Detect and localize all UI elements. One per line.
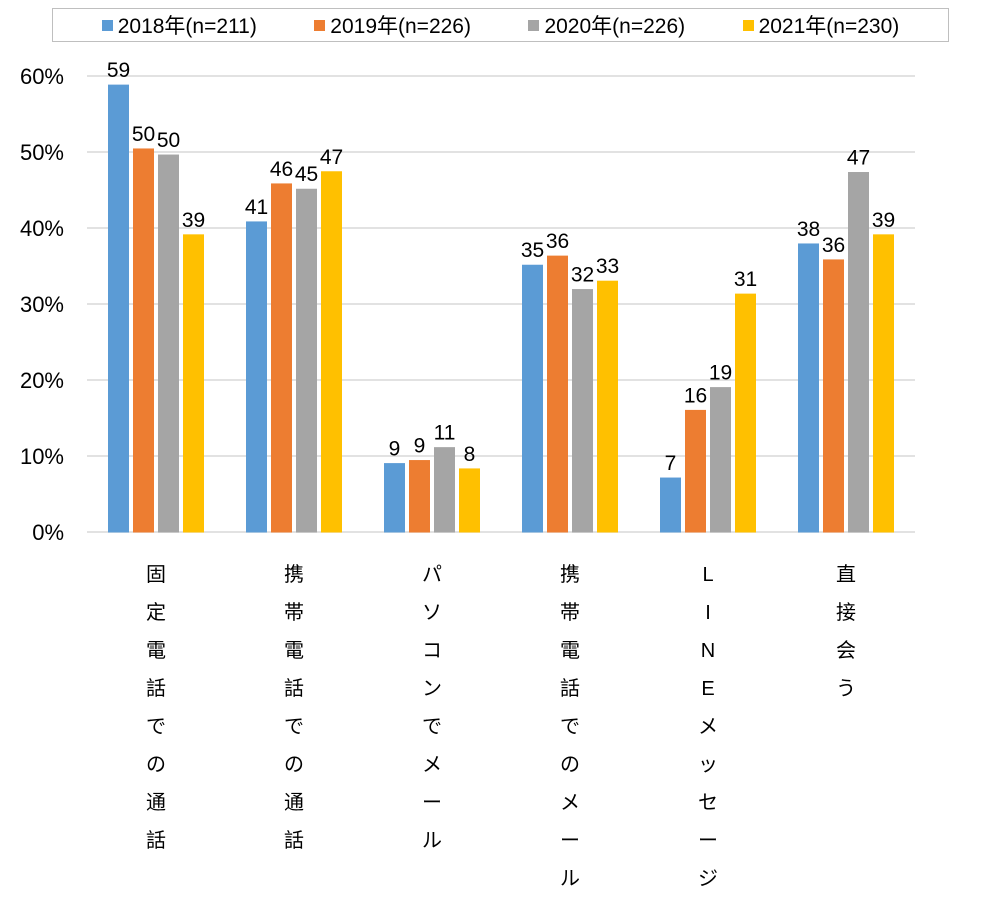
bar: [660, 477, 681, 533]
legend-swatch: [742, 19, 754, 31]
bar: [108, 84, 129, 533]
data-label: 9: [389, 438, 401, 461]
bar: [246, 221, 267, 533]
category-label: 携帯電話での通話: [284, 564, 304, 852]
bar: [522, 264, 543, 533]
data-label: 8: [464, 443, 476, 466]
data-label: 9: [414, 435, 426, 458]
legend-label: 2021年(n=230): [758, 15, 900, 38]
legend-item: 2021年(n=230): [742, 10, 900, 40]
data-label: 36: [822, 234, 845, 257]
bar: [133, 148, 154, 533]
category-label: 固定電話での通話: [146, 564, 166, 852]
data-label: 47: [320, 146, 343, 169]
data-label: 39: [182, 209, 205, 232]
y-tick-label: 10%: [20, 444, 64, 469]
bar: [823, 259, 844, 533]
data-label: 16: [684, 384, 707, 407]
legend-swatch: [528, 19, 540, 31]
category-label: 携帯電話でのメール: [560, 564, 580, 890]
data-label: 59: [107, 59, 130, 82]
data-label: 38: [797, 218, 820, 241]
legend-swatch: [101, 19, 113, 31]
bar: [848, 172, 869, 533]
y-tick-label: 60%: [20, 64, 64, 89]
legend-label: 2019年(n=226): [330, 15, 471, 38]
data-label: 46: [270, 158, 293, 181]
data-label: 50: [132, 123, 155, 146]
bar: [547, 255, 568, 533]
bar: [434, 447, 455, 533]
data-label: 32: [571, 264, 594, 287]
bar: [685, 409, 706, 533]
legend-item: 2018年(n=211): [101, 10, 257, 40]
legend-label: 2020年(n=226): [544, 15, 686, 38]
legend-swatch: [314, 19, 326, 31]
legend-item: 2019年(n=226): [314, 10, 471, 40]
bar: [409, 460, 430, 533]
data-label: 47: [847, 147, 870, 170]
data-label: 41: [245, 196, 268, 219]
data-label: 50: [157, 129, 180, 152]
data-label: 33: [596, 255, 619, 278]
y-tick-label: 50%: [20, 140, 64, 165]
bar: [183, 234, 204, 533]
chart-legend: 2018年(n=211) 2019年(n=226) 2020年(n=226) 2021…: [52, 8, 949, 42]
data-label: 19: [709, 362, 732, 385]
bar: [158, 154, 179, 533]
bar: [296, 188, 317, 533]
bar: [572, 289, 593, 533]
data-label: 35: [521, 239, 544, 262]
bar: [321, 171, 342, 533]
category-label: 直接会う: [836, 564, 856, 700]
bar: [735, 293, 756, 533]
legend-label: 2018年(n=211): [117, 15, 257, 38]
y-tick-label: 40%: [20, 216, 64, 241]
data-label: 11: [434, 422, 456, 445]
bar: [271, 183, 292, 533]
data-label: 7: [665, 452, 677, 475]
bar: [873, 234, 894, 533]
bar: [597, 280, 618, 533]
y-tick-label: 0%: [32, 520, 64, 545]
data-label: 45: [295, 163, 318, 186]
data-label: 39: [872, 209, 895, 232]
bar: [384, 463, 405, 533]
legend-item: 2020年(n=226): [528, 10, 685, 40]
category-label: パソコンでメール: [422, 564, 442, 852]
data-label: 31: [734, 268, 757, 291]
y-tick-label: 20%: [20, 368, 64, 393]
bar: [459, 468, 480, 533]
data-label: 36: [546, 230, 569, 253]
bar: [798, 243, 819, 533]
bar: [710, 387, 731, 533]
y-tick-label: 30%: [20, 292, 64, 317]
